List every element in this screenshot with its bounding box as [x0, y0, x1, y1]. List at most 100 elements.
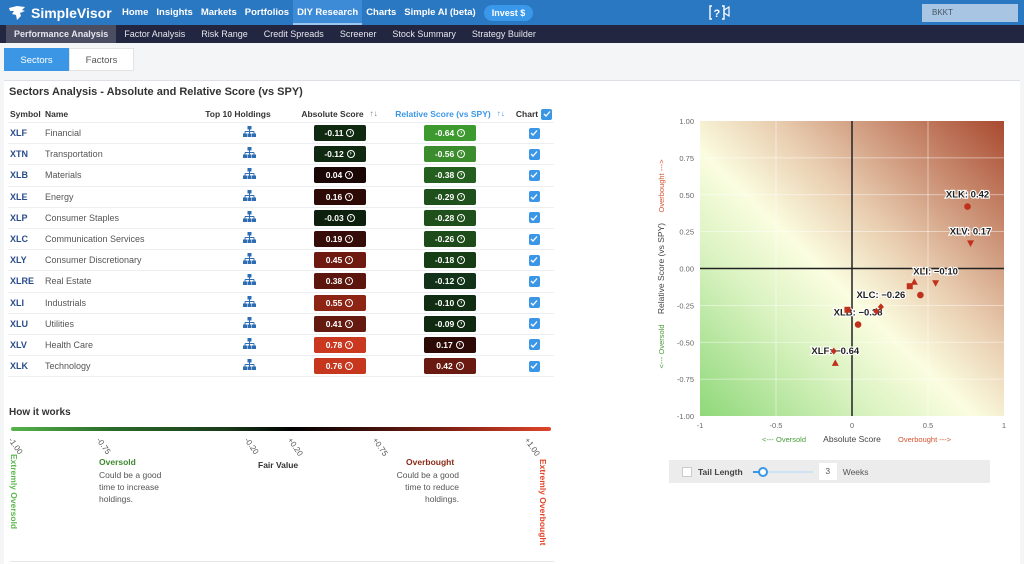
top-holdings-button[interactable]	[205, 316, 293, 331]
data-point-xlk[interactable]	[964, 203, 971, 210]
select-all-checkbox[interactable]	[541, 108, 553, 120]
subnav-risk-range[interactable]: Risk Range	[201, 29, 248, 39]
chart-checkbox[interactable]	[528, 339, 540, 351]
subnav-factor-analysis[interactable]: Factor Analysis	[124, 29, 186, 39]
symbol-link[interactable]: XLV	[10, 339, 27, 350]
relative-score-badge[interactable]: -0.64 ›	[424, 125, 476, 142]
relative-vs-absolute-scatter[interactable]: 1.000.750.500.250.00-0.25-0.50-0.75-1.00…	[640, 110, 1020, 455]
relative-score-badge[interactable]: -0.38 ›	[424, 167, 476, 184]
data-point-xlv[interactable]	[967, 240, 975, 247]
top-holdings-button[interactable]	[205, 337, 293, 352]
absolute-score-badge[interactable]: 0.78 ›	[313, 336, 366, 353]
top-holdings-button[interactable]	[205, 274, 293, 288]
sort-ascending-icon[interactable]: ↑↓	[496, 109, 505, 118]
sort-icon[interactable]: ↑↓	[369, 109, 378, 118]
chart-checkbox[interactable]	[528, 318, 540, 330]
data-point-xli[interactable]	[932, 280, 940, 287]
help-video-icon[interactable]: ?	[708, 4, 730, 26]
nav-portfolios[interactable]: Portfolios	[244, 7, 290, 18]
symbol-link[interactable]: XTN	[10, 149, 28, 160]
top-holdings-button[interactable]	[205, 210, 293, 225]
absolute-score-badge[interactable]: 0.19 ›	[313, 231, 366, 248]
subnav-credit-spreads[interactable]: Credit Spreads	[263, 29, 324, 39]
nav-charts[interactable]: Charts	[366, 7, 397, 18]
header-relative-score[interactable]: Relative Score (vs SPY) ↑↓	[386, 109, 514, 119]
chart-checkbox[interactable]	[528, 297, 540, 309]
absolute-score-badge[interactable]: 0.76 ›	[313, 358, 366, 375]
absolute-score-badge[interactable]: 0.55 ›	[313, 294, 366, 311]
symbol-link[interactable]: XLY	[10, 255, 27, 266]
brand-logo[interactable]: SimpleVisor	[8, 5, 118, 21]
slider-thumb[interactable]	[757, 466, 768, 477]
subnav-performance-analysis[interactable]: Performance Analysis	[6, 25, 117, 43]
chart-checkbox[interactable]	[528, 169, 540, 181]
top-holdings-button[interactable]	[205, 168, 293, 182]
symbol-link[interactable]: XLU	[10, 318, 28, 329]
data-point-xlp[interactable]	[844, 306, 851, 313]
subnav-strategy-builder[interactable]: Strategy Builder	[471, 29, 536, 39]
data-point-xlu[interactable]	[910, 278, 918, 285]
tab-factors[interactable]: Factors	[69, 48, 134, 71]
absolute-score-badge[interactable]: -0.03 ›	[313, 209, 366, 226]
relative-score-badge[interactable]: 0.17 ›	[424, 336, 476, 353]
symbol-link[interactable]: XLE	[10, 191, 28, 202]
chart-checkbox[interactable]	[528, 127, 540, 139]
invest-button[interactable]: Invest $	[483, 4, 534, 21]
chart-checkbox[interactable]	[528, 233, 540, 245]
top-holdings-button[interactable]	[205, 253, 293, 267]
chart-checkbox[interactable]	[528, 275, 540, 287]
symbol-link[interactable]: XLC	[10, 234, 28, 245]
tab-sectors[interactable]: Sectors	[4, 48, 69, 71]
absolute-score-badge[interactable]: 0.16 ›	[313, 188, 366, 205]
tail-length-slider[interactable]	[752, 466, 813, 477]
data-point-xlre[interactable]	[906, 283, 913, 290]
symbol-link[interactable]: XLB	[10, 170, 28, 181]
subnav-stock-summary[interactable]: Stock Summary	[392, 29, 456, 39]
top-holdings-button[interactable]	[205, 295, 293, 310]
data-point-xly[interactable]	[917, 291, 924, 299]
symbol-link[interactable]: XLRE	[10, 276, 35, 287]
relative-score-badge[interactable]: -0.28 ›	[424, 209, 476, 226]
relative-score-badge[interactable]: -0.09 ›	[424, 315, 476, 332]
absolute-score-badge[interactable]: -0.11 ›	[313, 125, 366, 142]
account-selector[interactable]: BKKT	[922, 4, 1018, 22]
relative-score-badge[interactable]: -0.56 ›	[424, 146, 476, 163]
relative-score-badge[interactable]: -0.18 ›	[424, 252, 476, 269]
data-point-xlb[interactable]	[854, 321, 862, 328]
chart-checkbox[interactable]	[528, 212, 540, 224]
tail-length-checkbox[interactable]	[682, 466, 692, 477]
data-point-xtn[interactable]	[830, 347, 837, 355]
symbol-link[interactable]: XLK	[10, 361, 28, 372]
nav-simple-ai-beta[interactable]: Simple AI (beta)	[404, 7, 476, 18]
top-holdings-button[interactable]	[205, 126, 293, 140]
data-point-xlc[interactable]	[877, 303, 884, 311]
absolute-score-badge[interactable]: 0.38 ›	[313, 273, 366, 290]
chart-checkbox[interactable]	[528, 148, 540, 160]
data-point-xlf[interactable]	[831, 359, 839, 366]
subnav-screener[interactable]: Screener	[339, 29, 377, 39]
absolute-score-badge[interactable]: 0.41 ›	[313, 315, 366, 332]
header-absolute-score[interactable]: Absolute Score ↑↓	[293, 109, 386, 119]
weeks-input[interactable]: 3	[818, 463, 837, 480]
top-holdings-button[interactable]	[205, 189, 293, 204]
absolute-score-badge[interactable]: -0.12 ›	[313, 146, 366, 163]
relative-score-badge[interactable]: -0.29 ›	[424, 188, 476, 205]
chart-checkbox[interactable]	[528, 360, 540, 372]
symbol-link[interactable]: XLP	[10, 212, 28, 223]
nav-markets[interactable]: Markets	[200, 7, 237, 18]
symbol-link[interactable]: XLI	[10, 297, 25, 308]
top-holdings-button[interactable]	[205, 232, 293, 246]
absolute-score-badge[interactable]: 0.45 ›	[313, 252, 366, 269]
relative-score-badge[interactable]: 0.42 ›	[424, 358, 476, 375]
symbol-link[interactable]: XLF	[10, 128, 27, 139]
relative-score-badge[interactable]: -0.26 ›	[424, 231, 476, 248]
data-point-xle[interactable]	[873, 307, 880, 315]
scatter-chart[interactable]: 1.00 0.75 0.50 0.25 0.00 -0.25 -0.50 -0.75 -1.00…	[640, 110, 1020, 460]
nav-diy-research[interactable]: DIY Research	[293, 0, 363, 25]
nav-insights[interactable]: Insights	[156, 7, 193, 18]
top-holdings-button[interactable]	[205, 147, 293, 161]
absolute-score-badge[interactable]: 0.04 ›	[313, 167, 366, 184]
chart-checkbox[interactable]	[528, 254, 540, 266]
nav-home[interactable]: Home	[122, 7, 149, 18]
relative-score-badge[interactable]: -0.10 ›	[424, 294, 476, 311]
